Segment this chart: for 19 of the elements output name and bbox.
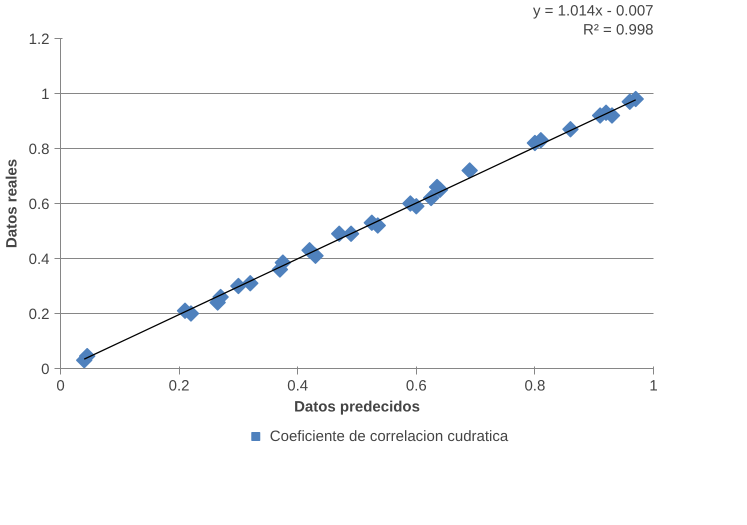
text: y = 1.014x - 0.007 — [533, 2, 654, 20]
x-tick-label: 0.2 — [168, 378, 190, 394]
y-axis-title: Datos reales — [4, 158, 21, 248]
y-tick-label: 0.8 — [28, 141, 50, 158]
x-tick-label: 0.6 — [406, 378, 427, 394]
y-tick-label: 0 — [41, 361, 50, 378]
x-tick-label: 0.8 — [524, 378, 546, 394]
annotation: R² = 0.998 — [583, 22, 654, 38]
y-tick-label: 1.2 — [28, 31, 50, 48]
x-axis-title: Datos predecidos — [294, 398, 420, 416]
x-tick-label: 1 — [649, 378, 658, 394]
x-tick-label: 0 — [56, 378, 65, 394]
x-tick-label: 0.4 — [287, 378, 308, 394]
y-tick-label: 0.2 — [28, 306, 50, 323]
legend-label: Coeficiente de correlacion cudratica — [270, 428, 508, 444]
point — [461, 162, 478, 179]
y-tick-label: 0.6 — [28, 196, 50, 213]
y-tick-label: 1 — [41, 86, 50, 103]
y-tick-label: 0.4 — [28, 251, 50, 268]
